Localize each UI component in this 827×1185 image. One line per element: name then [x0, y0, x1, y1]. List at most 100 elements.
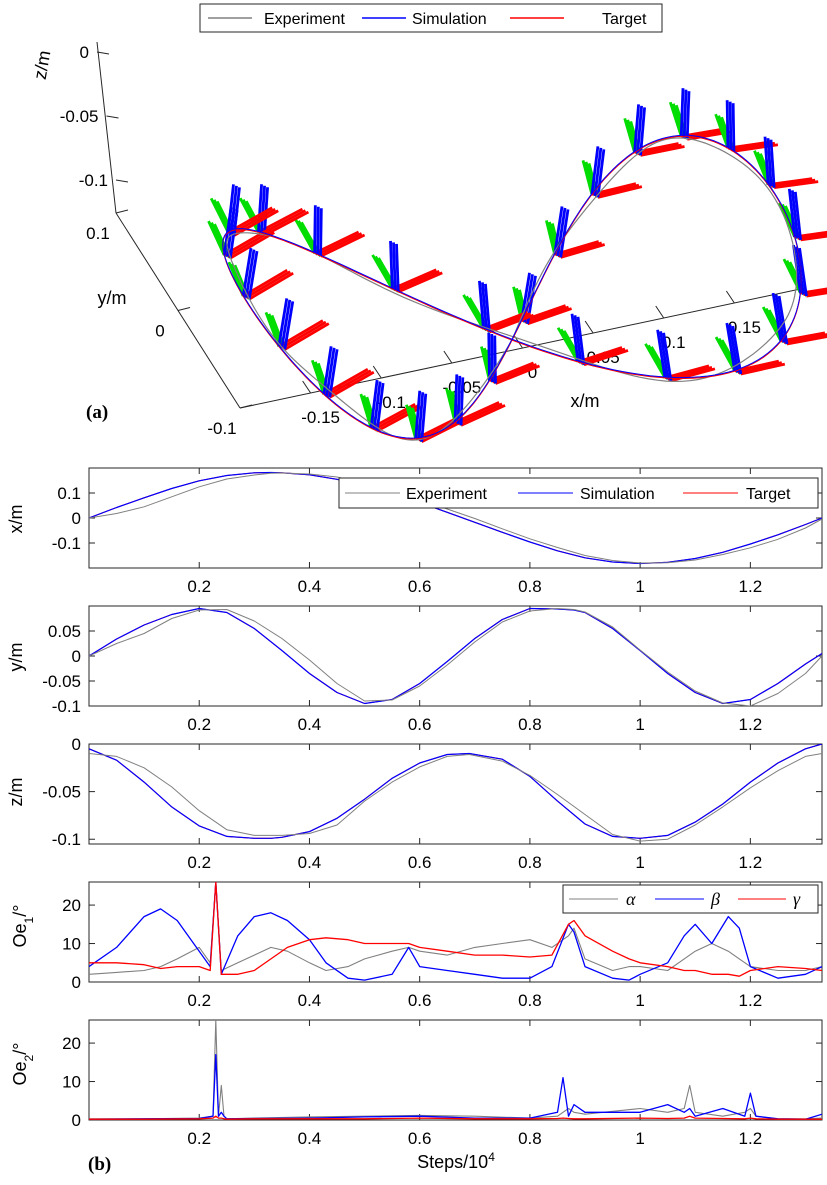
- x-tick-label-3d: -0.1: [377, 393, 406, 412]
- y-tick-label-oe2: 20: [62, 1034, 81, 1053]
- frame-y-axis: [782, 258, 802, 294]
- frame-z-axis: [777, 295, 789, 345]
- frame-x-axis: [326, 369, 372, 397]
- legend-3d-experiment-label: Experiment: [264, 11, 345, 28]
- legend-3d-simulation-label: Simulation: [412, 11, 487, 28]
- y-tick-label-x: -0.1: [52, 534, 81, 553]
- series-line-oe2-γ: [89, 1115, 822, 1120]
- orientation-frame: [227, 247, 294, 301]
- frame-z-axis: [728, 101, 733, 150]
- orientation-frame: [753, 136, 819, 190]
- frame-z-axis: [774, 294, 786, 343]
- frame-z-axis: [725, 322, 737, 372]
- axes-box-oe2: [88, 1019, 823, 1121]
- x-tick-label-z: 0.8: [518, 853, 542, 872]
- frame-x-axis: [281, 320, 327, 350]
- frame-x-axis: [391, 268, 437, 291]
- z-tick-label-3d: -0.05: [60, 107, 99, 126]
- frame-z-axis: [372, 381, 382, 430]
- frame-z-axis: [731, 103, 736, 152]
- x-tick-3d: [725, 290, 735, 304]
- orientation-frame: [462, 280, 534, 334]
- frame-x-axis: [284, 322, 330, 351]
- ylabel-oe1-subplot: Oe1/°: [10, 905, 36, 948]
- frame-z-axis: [417, 392, 425, 441]
- y-tick-3d: [177, 307, 191, 311]
- x-tick-label-3d: 0: [528, 363, 537, 382]
- orientation-frame: [545, 206, 606, 259]
- frame-y-axis: [623, 117, 636, 153]
- ylabel-y-subplot: y/m: [6, 643, 26, 672]
- frame-z-axis: [659, 331, 670, 380]
- frame-y-axis: [714, 113, 730, 149]
- frame-z-axis: [481, 282, 488, 331]
- frame-z-axis: [553, 206, 564, 255]
- frame-z-axis: [375, 382, 385, 432]
- frame-z-axis: [260, 185, 266, 234]
- frame-z-axis: [484, 283, 491, 333]
- frame-z-axis: [328, 349, 339, 398]
- frame-z-axis: [763, 136, 770, 185]
- frame-y-axis: [668, 101, 683, 137]
- y-tick-label-z: -0.1: [52, 830, 81, 849]
- frame-z-axis: [573, 315, 583, 364]
- x-tick-label-3d: -0.15: [301, 408, 340, 427]
- legend-x-subplot: Experiment Simulation Target: [338, 477, 819, 509]
- frame-z-axis: [247, 250, 259, 300]
- y-tick-label-3d: -0.1: [207, 419, 236, 438]
- frame-x-axis: [488, 313, 534, 334]
- x-tick-label-oe2: 1: [635, 1129, 644, 1148]
- x-tick-label-y: 0.6: [408, 715, 432, 734]
- frame-y-axis: [462, 294, 485, 330]
- frame-z-axis: [559, 209, 570, 258]
- frame-z-axis: [395, 243, 400, 292]
- series-line-y-Experiment: [89, 608, 822, 706]
- orientation-frame: [778, 188, 827, 242]
- frame-z-axis: [636, 105, 643, 154]
- y-tick-label-z: -0.05: [42, 783, 81, 802]
- orientation-frame: [445, 374, 506, 427]
- frame-x-axis: [229, 231, 275, 260]
- x-tick-label-oe1: 1: [635, 991, 644, 1010]
- frame-x-axis: [794, 230, 827, 239]
- frame-x-axis: [329, 370, 375, 399]
- x-tick-label-x: 0.8: [518, 577, 542, 596]
- frame-x-axis: [737, 361, 783, 374]
- ylabel-oe2-subplot: Oe2/°: [10, 1043, 36, 1086]
- frame-z-axis: [790, 190, 800, 239]
- frame-z-axis: [453, 374, 459, 423]
- frame-z-axis: [225, 208, 236, 257]
- frame-z-axis: [369, 379, 379, 429]
- frame-z-axis: [487, 332, 491, 381]
- frame-y-axis: [294, 218, 316, 254]
- frame-y-axis: [445, 388, 457, 423]
- frame-x-axis: [577, 346, 623, 364]
- frame-x-axis: [734, 359, 780, 373]
- z-tick-label-3d: -0.1: [79, 171, 108, 190]
- subplot-y: 0.2 0.4 0.6 0.8 1 1.2 -0.1 -0.05 0 0.05: [42, 605, 823, 734]
- xlabel-steps: Steps/104: [417, 1150, 495, 1172]
- x-tick-label-x: 0.6: [408, 577, 432, 596]
- frame-z-axis: [244, 249, 256, 298]
- frame-x-axis: [245, 270, 291, 299]
- orientation-frame: [761, 292, 827, 346]
- frame-x-axis: [583, 349, 629, 367]
- z-tick-3d: [115, 179, 129, 183]
- frame-x-axis: [524, 305, 570, 324]
- legend-oe1-subplot: α β γ: [562, 884, 819, 914]
- x-tick-label-oe2: 0.8: [518, 1129, 542, 1148]
- frame-x-axis: [527, 307, 573, 326]
- ylabel-3d: y/m: [98, 288, 127, 308]
- x-tick-label-oe1: 0.4: [298, 991, 322, 1010]
- frame-x-axis: [457, 402, 503, 426]
- frame-x-axis: [263, 210, 310, 237]
- frame-z-axis: [392, 242, 397, 291]
- y-tick-label-3d: 0: [155, 322, 164, 341]
- series-line-z-Experiment: [89, 753, 822, 842]
- trajectory-curves-3d: [222, 134, 802, 441]
- frame-x-axis: [233, 209, 279, 237]
- frame-z-axis: [793, 191, 803, 241]
- frame-y-axis: [778, 202, 796, 238]
- frame-x-axis: [594, 183, 640, 198]
- x-tick-label-x: 0.2: [187, 577, 211, 596]
